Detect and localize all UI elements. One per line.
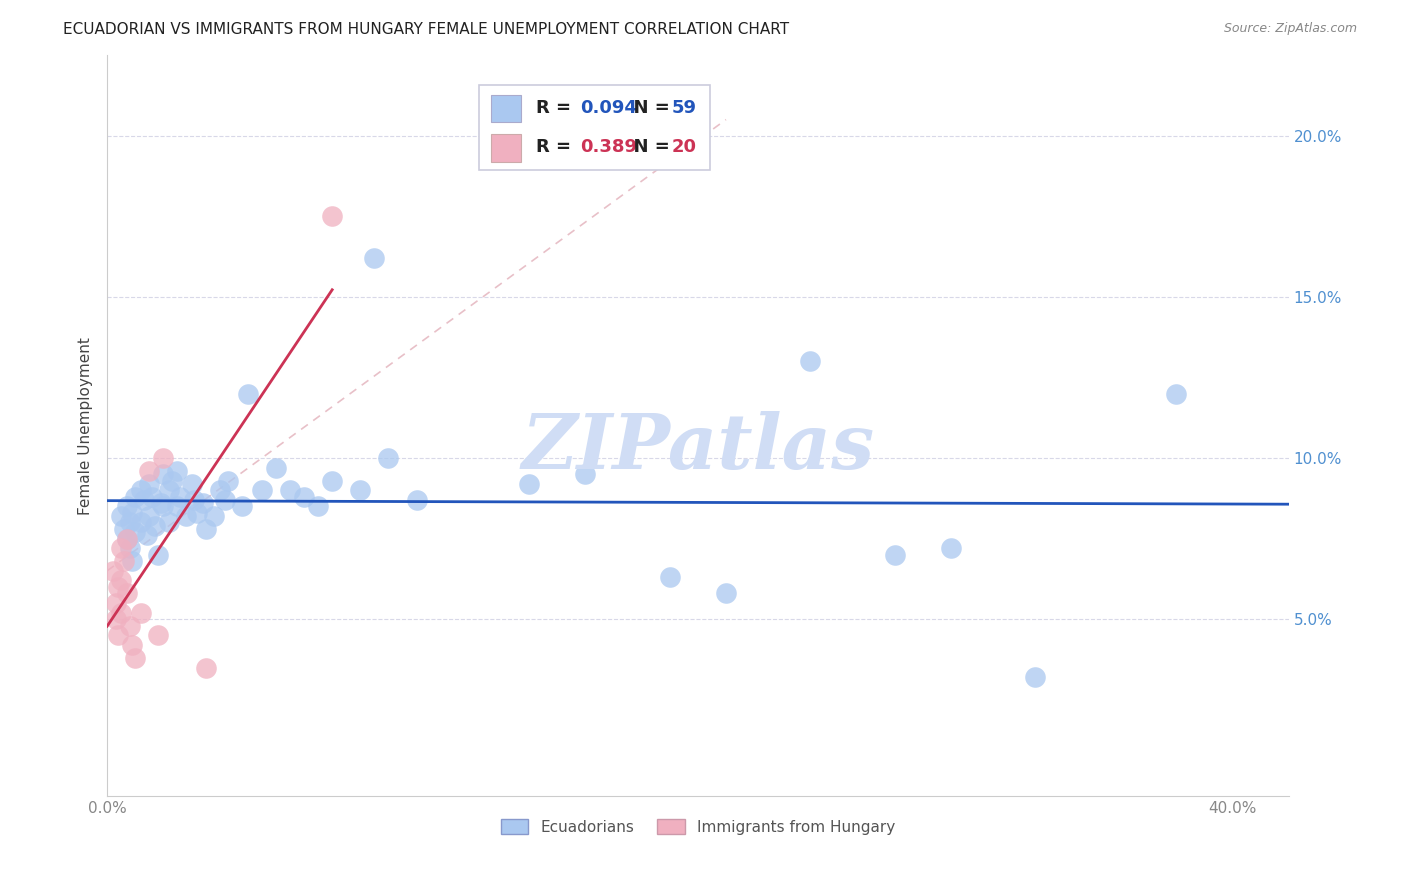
Point	[174, 509, 197, 524]
Point	[236, 386, 259, 401]
Point	[121, 554, 143, 568]
Point	[1024, 670, 1046, 684]
Point	[183, 492, 205, 507]
Point	[110, 509, 132, 524]
Point	[138, 464, 160, 478]
Point	[169, 490, 191, 504]
Point	[214, 492, 236, 507]
Point	[129, 483, 152, 498]
Text: ZIPatlas: ZIPatlas	[522, 411, 875, 485]
Point	[377, 450, 399, 465]
Point	[115, 532, 138, 546]
Text: R =: R =	[536, 137, 578, 155]
Point	[166, 500, 188, 514]
Point	[107, 580, 129, 594]
Point	[152, 450, 174, 465]
Point	[107, 628, 129, 642]
Point	[124, 490, 146, 504]
Point	[112, 554, 135, 568]
FancyBboxPatch shape	[491, 95, 520, 122]
Text: 0.389: 0.389	[579, 137, 637, 155]
Text: N =: N =	[621, 137, 676, 155]
Point	[658, 570, 681, 584]
Point	[104, 612, 127, 626]
Point	[129, 606, 152, 620]
Text: N =: N =	[621, 99, 676, 117]
Point	[217, 474, 239, 488]
Point	[191, 496, 214, 510]
Point	[321, 474, 343, 488]
Point	[208, 483, 231, 498]
Point	[143, 518, 166, 533]
Point	[115, 586, 138, 600]
Point	[517, 476, 540, 491]
Point	[110, 541, 132, 556]
Text: Source: ZipAtlas.com: Source: ZipAtlas.com	[1223, 22, 1357, 36]
Point	[186, 506, 208, 520]
Point	[939, 541, 962, 556]
Point	[110, 574, 132, 588]
Point	[321, 209, 343, 223]
Point	[883, 548, 905, 562]
Point	[292, 490, 315, 504]
FancyBboxPatch shape	[491, 134, 520, 161]
Point	[194, 660, 217, 674]
Point	[160, 474, 183, 488]
Point	[202, 509, 225, 524]
Point	[141, 490, 163, 504]
Point	[714, 586, 737, 600]
Point	[250, 483, 273, 498]
Point	[124, 525, 146, 540]
FancyBboxPatch shape	[479, 85, 710, 170]
Point	[146, 628, 169, 642]
Point	[1164, 386, 1187, 401]
Point	[146, 548, 169, 562]
Point	[157, 483, 180, 498]
Point	[149, 496, 172, 510]
Legend: Ecuadorians, Immigrants from Hungary: Ecuadorians, Immigrants from Hungary	[495, 813, 901, 840]
Y-axis label: Female Unemployment: Female Unemployment	[79, 337, 93, 515]
Point	[115, 500, 138, 514]
Point	[124, 650, 146, 665]
Point	[118, 516, 141, 530]
Point	[118, 618, 141, 632]
Point	[104, 596, 127, 610]
Point	[574, 467, 596, 482]
Point	[121, 638, 143, 652]
Point	[132, 492, 155, 507]
Point	[231, 500, 253, 514]
Text: 0.094: 0.094	[579, 99, 637, 117]
Point	[129, 516, 152, 530]
Text: ECUADORIAN VS IMMIGRANTS FROM HUNGARY FEMALE UNEMPLOYMENT CORRELATION CHART: ECUADORIAN VS IMMIGRANTS FROM HUNGARY FE…	[63, 22, 789, 37]
Point	[118, 541, 141, 556]
Point	[110, 606, 132, 620]
Text: 59: 59	[672, 99, 697, 117]
Point	[112, 522, 135, 536]
Text: R =: R =	[536, 99, 578, 117]
Point	[363, 251, 385, 265]
Point	[264, 460, 287, 475]
Point	[194, 522, 217, 536]
Point	[307, 500, 329, 514]
Point	[101, 564, 124, 578]
Point	[115, 532, 138, 546]
Point	[157, 516, 180, 530]
Point	[152, 500, 174, 514]
Point	[138, 476, 160, 491]
Point	[405, 492, 427, 507]
Point	[180, 476, 202, 491]
Point	[166, 464, 188, 478]
Point	[121, 506, 143, 520]
Point	[152, 467, 174, 482]
Point	[349, 483, 371, 498]
Point	[278, 483, 301, 498]
Point	[799, 354, 821, 368]
Text: 20: 20	[672, 137, 697, 155]
Point	[138, 509, 160, 524]
Point	[135, 528, 157, 542]
